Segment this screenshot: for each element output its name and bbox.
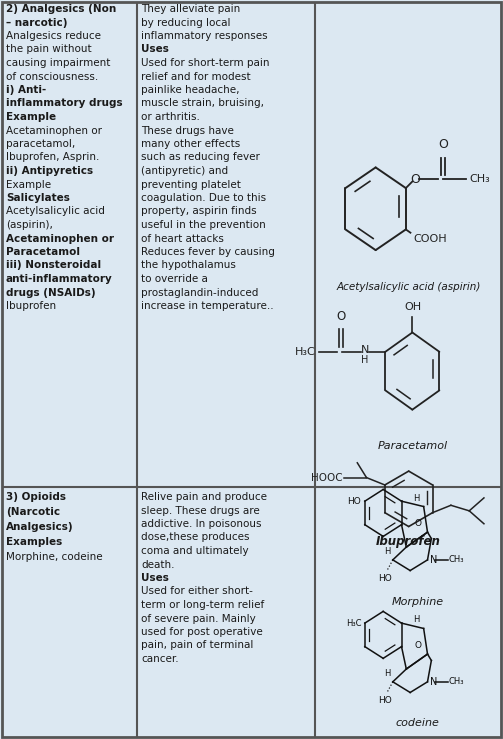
Text: H: H [384, 547, 390, 556]
Text: HO: HO [379, 574, 392, 583]
Text: Salicylates: Salicylates [6, 193, 70, 203]
Text: term or long-term relief: term or long-term relief [141, 600, 264, 610]
Text: HO: HO [379, 696, 392, 705]
Text: Morphine: Morphine [392, 596, 444, 607]
Text: O: O [438, 138, 448, 151]
Text: Acetylsalicylic acid: Acetylsalicylic acid [6, 206, 105, 217]
Text: Acetaminophen or: Acetaminophen or [6, 126, 102, 135]
Text: inflammatory responses: inflammatory responses [141, 31, 268, 41]
Text: O: O [414, 519, 422, 528]
Text: Morphine, codeine: Morphine, codeine [6, 552, 103, 562]
Text: or arthritis.: or arthritis. [141, 112, 200, 122]
Text: O: O [337, 310, 346, 324]
Text: to override a: to override a [141, 274, 208, 284]
Text: OH: OH [405, 302, 422, 312]
Text: H₃C: H₃C [346, 619, 361, 627]
Text: HOOC: HOOC [311, 472, 343, 483]
Text: increase in temperature..: increase in temperature.. [141, 301, 274, 311]
Text: preventing platelet: preventing platelet [141, 180, 241, 189]
Text: anti-inflammatory: anti-inflammatory [6, 274, 113, 284]
Text: useful in the prevention: useful in the prevention [141, 220, 266, 230]
Text: CH₃: CH₃ [449, 678, 464, 687]
Text: Paracetamol: Paracetamol [377, 441, 448, 451]
Text: relief and for modest: relief and for modest [141, 72, 250, 81]
Text: property, aspirin finds: property, aspirin finds [141, 206, 257, 217]
Text: (Narcotic: (Narcotic [6, 507, 60, 517]
Text: drugs (NSAIDs): drugs (NSAIDs) [6, 287, 96, 298]
Text: Paracetamol: Paracetamol [6, 247, 80, 257]
Text: Uses: Uses [141, 44, 169, 55]
Text: muscle strain, bruising,: muscle strain, bruising, [141, 98, 264, 109]
Text: H: H [362, 355, 369, 365]
Text: Used for either short-: Used for either short- [141, 587, 253, 596]
Text: the hypothalamus: the hypothalamus [141, 261, 236, 270]
Text: CH₃: CH₃ [449, 556, 464, 565]
Text: Analgesics): Analgesics) [6, 522, 73, 532]
Text: ii) Antipyretics: ii) Antipyretics [6, 166, 93, 176]
Text: N: N [430, 555, 438, 565]
Text: of heart attacks: of heart attacks [141, 234, 224, 243]
Text: Acetaminophen or: Acetaminophen or [6, 234, 114, 243]
Text: dose,these produces: dose,these produces [141, 533, 249, 542]
Text: 3) Opioids: 3) Opioids [6, 492, 66, 502]
Text: 2) Analgesics (Non: 2) Analgesics (Non [6, 4, 116, 14]
Text: – narcotic): – narcotic) [6, 18, 67, 27]
Text: the pain without: the pain without [6, 44, 92, 55]
Text: Used for short-term pain: Used for short-term pain [141, 58, 270, 68]
Text: sleep. These drugs are: sleep. These drugs are [141, 505, 260, 516]
Text: paracetamol,: paracetamol, [6, 139, 75, 149]
Text: Examples: Examples [6, 537, 62, 547]
Text: These drugs have: These drugs have [141, 126, 234, 135]
Text: Ibuprofen: Ibuprofen [376, 535, 441, 548]
Text: addictive. In poisonous: addictive. In poisonous [141, 519, 262, 529]
Text: such as reducing fever: such as reducing fever [141, 152, 260, 163]
Text: N: N [430, 677, 438, 687]
Text: of severe pain. Mainly: of severe pain. Mainly [141, 613, 256, 624]
Text: They alleviate pain: They alleviate pain [141, 4, 240, 14]
Text: Ibuprofen, Asprin.: Ibuprofen, Asprin. [6, 152, 100, 163]
Text: H: H [413, 616, 419, 624]
Text: CH₃: CH₃ [469, 174, 490, 185]
Text: coagulation. Due to this: coagulation. Due to this [141, 193, 266, 203]
Text: death.: death. [141, 559, 175, 570]
Text: N: N [361, 344, 369, 355]
Text: painlike headache,: painlike headache, [141, 85, 239, 95]
Text: (aspirin),: (aspirin), [6, 220, 53, 230]
Text: H₃C: H₃C [295, 347, 315, 357]
Text: Example: Example [6, 180, 51, 189]
Text: iii) Nonsteroidal: iii) Nonsteroidal [6, 261, 101, 270]
Text: Uses: Uses [141, 573, 169, 583]
Text: many other effects: many other effects [141, 139, 240, 149]
Text: inflammatory drugs: inflammatory drugs [6, 98, 123, 109]
Text: COOH: COOH [413, 234, 447, 244]
Text: of consciousness.: of consciousness. [6, 72, 98, 81]
Text: H: H [413, 494, 419, 503]
Text: causing impairment: causing impairment [6, 58, 110, 68]
Text: Reduces fever by causing: Reduces fever by causing [141, 247, 275, 257]
Text: coma and ultimately: coma and ultimately [141, 546, 248, 556]
Text: (antipyretic) and: (antipyretic) and [141, 166, 228, 176]
Text: pain, pain of terminal: pain, pain of terminal [141, 641, 254, 650]
Text: i) Anti-: i) Anti- [6, 85, 46, 95]
Text: cancer.: cancer. [141, 654, 179, 664]
Text: O: O [410, 173, 420, 186]
Text: Acetylsalicylic acid (aspirin): Acetylsalicylic acid (aspirin) [337, 282, 481, 292]
Text: H: H [384, 669, 390, 678]
Text: used for post operative: used for post operative [141, 627, 263, 637]
Text: Ibuprofen: Ibuprofen [6, 301, 56, 311]
Text: by reducing local: by reducing local [141, 18, 230, 27]
Text: Analgesics reduce: Analgesics reduce [6, 31, 101, 41]
Text: codeine: codeine [396, 718, 440, 729]
Text: O: O [414, 641, 422, 650]
Text: prostaglandin-induced: prostaglandin-induced [141, 287, 259, 298]
Text: Example: Example [6, 112, 56, 122]
Text: HO: HO [348, 497, 361, 505]
Text: Relive pain and produce: Relive pain and produce [141, 492, 267, 502]
